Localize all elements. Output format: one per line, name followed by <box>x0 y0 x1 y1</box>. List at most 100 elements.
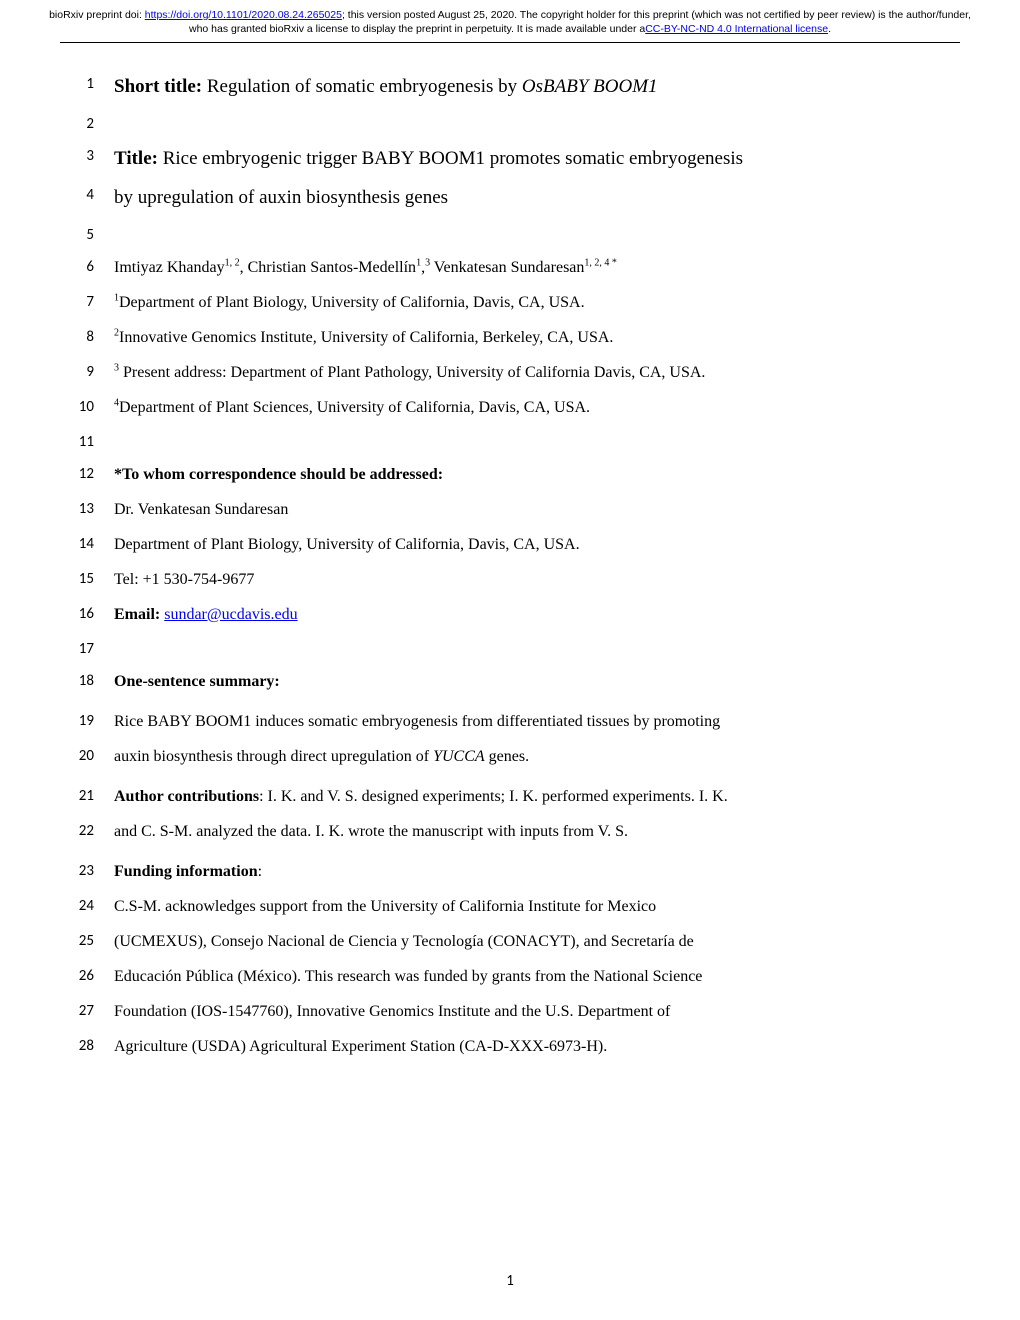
short-title-text: Regulation of somatic embryogenesis by <box>202 76 522 97</box>
contributions-line-2: and C. S-M. analyzed the data. I. K. wro… <box>94 820 920 844</box>
author-1-affil: 1, 2 <box>225 258 240 269</box>
line-number: 26 <box>58 965 94 985</box>
funding-colon: : <box>258 863 262 880</box>
line-number: 25 <box>58 930 94 950</box>
license-link[interactable]: CC-BY-NC-ND 4.0 International license <box>645 23 828 35</box>
author-3-affil: 1, 2, 4 * <box>584 258 617 269</box>
funding-line-5: Agriculture (USDA) Agricultural Experime… <box>94 1035 920 1059</box>
contributions-text: : I. K. and V. S. designed experiments; … <box>259 788 728 805</box>
line-12: 12 *To whom correspondence should be add… <box>58 463 920 487</box>
line-number: 27 <box>58 1000 94 1020</box>
line-number: 28 <box>58 1035 94 1055</box>
line-16: 16 Email: sundar@ucdavis.edu <box>58 603 920 627</box>
line-number: 11 <box>58 431 94 451</box>
short-title-label: Short title: <box>114 76 202 97</box>
line-number: 21 <box>58 785 94 805</box>
line-24: 24 C.S-M. acknowledges support from the … <box>58 895 920 919</box>
header-period: . <box>828 23 831 35</box>
preprint-header: bioRxiv preprint doi: https://doi.org/10… <box>0 0 1020 40</box>
line-10: 10 4Department of Plant Sciences, Univer… <box>58 396 920 420</box>
line-number: 19 <box>58 710 94 730</box>
line-27: 27 Foundation (IOS-1547760), Innovative … <box>58 1000 920 1024</box>
contributions-label: Author contributions <box>114 788 259 805</box>
email-link[interactable]: sundar@ucdavis.edu <box>164 606 297 623</box>
title-label: Title: <box>114 148 158 169</box>
affiliation-1: 1Department of Plant Biology, University… <box>94 291 920 315</box>
correspondence-label: *To whom correspondence should be addres… <box>94 463 920 487</box>
affiliation-2: 2Innovative Genomics Institute, Universi… <box>94 326 920 350</box>
line-number: 17 <box>58 638 94 658</box>
line-26: 26 Educación Pública (México). This rese… <box>58 965 920 989</box>
correspondence-email-line: Email: sundar@ucdavis.edu <box>94 603 920 627</box>
line-number: 14 <box>58 533 94 553</box>
line-number: 3 <box>58 145 94 165</box>
line-25: 25 (UCMEXUS), Consejo Nacional de Cienci… <box>58 930 920 954</box>
doi-link[interactable]: https://doi.org/10.1101/2020.08.24.26502… <box>145 9 342 21</box>
affil-text: Present address: Department of Plant Pat… <box>119 364 705 381</box>
one-sentence-summary-label: One-sentence summary: <box>94 670 920 694</box>
author-3: Venkatesan Sundaresan <box>430 259 584 276</box>
authors-line: Imtiyaz Khanday1, 2, Christian Santos-Me… <box>94 256 920 280</box>
correspondence-tel: Tel: +1 530-754-9677 <box>94 568 920 592</box>
doi-prefix: bioRxiv preprint doi: <box>49 9 145 21</box>
funding-label-line: Funding information: <box>94 860 920 884</box>
contributions-line-1: Author contributions: I. K. and V. S. de… <box>94 785 920 809</box>
line-number: 2 <box>58 113 94 133</box>
funding-line-2: (UCMEXUS), Consejo Nacional de Ciencia y… <box>94 930 920 954</box>
author-1: Imtiyaz Khanday <box>114 259 225 276</box>
line-1: 1 Short title: Regulation of somatic emb… <box>58 73 920 102</box>
line-21: 21 Author contributions: I. K. and V. S.… <box>58 785 920 809</box>
line-8: 8 2Innovative Genomics Institute, Univer… <box>58 326 920 350</box>
summary-line-2: auxin biosynthesis through direct upregu… <box>94 745 920 769</box>
line-number: 15 <box>58 568 94 588</box>
summary-text-b: genes. <box>485 748 529 765</box>
title-text: Rice embryogenic trigger BABY BOOM1 prom… <box>158 148 743 169</box>
email-label: Email: <box>114 606 164 623</box>
correspondence-dept: Department of Plant Biology, University … <box>94 533 920 557</box>
line-number: 18 <box>58 670 94 690</box>
line-4: 4 by upregulation of auxin biosynthesis … <box>58 184 920 213</box>
line-number: 7 <box>58 291 94 311</box>
line-5: 5 <box>58 224 920 245</box>
line-17: 17 <box>58 638 920 659</box>
summary-line-1: Rice BABY BOOM1 induces somatic embryoge… <box>94 710 920 734</box>
line-23: 23 Funding information: <box>58 860 920 884</box>
affil-text: Department of Plant Sciences, University… <box>119 399 590 416</box>
line-13: 13 Dr. Venkatesan Sundaresan <box>58 498 920 522</box>
line-18: 18 One-sentence summary: <box>58 670 920 694</box>
line-number: 4 <box>58 184 94 204</box>
summary-italic: YUCCA <box>433 748 485 765</box>
funding-line-1: C.S-M. acknowledges support from the Uni… <box>94 895 920 919</box>
line-number: 20 <box>58 745 94 765</box>
title-line-1: Title: Rice embryogenic trigger BABY BOO… <box>94 145 920 174</box>
summary-text-a: auxin biosynthesis through direct upregu… <box>114 748 433 765</box>
line-number: 5 <box>58 224 94 244</box>
line-number: 8 <box>58 326 94 346</box>
author-2: , Christian Santos-Medellín <box>240 259 416 276</box>
line-15: 15 Tel: +1 530-754-9677 <box>58 568 920 592</box>
manuscript-content: 1 Short title: Regulation of somatic emb… <box>0 43 1020 1059</box>
funding-line-4: Foundation (IOS-1547760), Innovative Gen… <box>94 1000 920 1024</box>
line-number: 24 <box>58 895 94 915</box>
line-7: 7 1Department of Plant Biology, Universi… <box>58 291 920 315</box>
affil-text: Innovative Genomics Institute, Universit… <box>119 329 613 346</box>
line-20: 20 auxin biosynthesis through direct upr… <box>58 745 920 769</box>
line-9: 9 3 Present address: Department of Plant… <box>58 361 920 385</box>
affiliation-3: 3 Present address: Department of Plant P… <box>94 361 920 385</box>
page-number: 1 <box>0 1272 1020 1290</box>
line-number: 6 <box>58 256 94 276</box>
line-number: 13 <box>58 498 94 518</box>
short-title-italic: OsBABY BOOM1 <box>522 76 658 97</box>
correspondence-name: Dr. Venkatesan Sundaresan <box>94 498 920 522</box>
line-number: 22 <box>58 820 94 840</box>
line-3: 3 Title: Rice embryogenic trigger BABY B… <box>58 145 920 174</box>
short-title-line: Short title: Regulation of somatic embry… <box>94 73 920 102</box>
affiliation-4: 4Department of Plant Sciences, Universit… <box>94 396 920 420</box>
line-11: 11 <box>58 431 920 452</box>
funding-line-3: Educación Pública (México). This researc… <box>94 965 920 989</box>
line-number: 16 <box>58 603 94 623</box>
line-number: 1 <box>58 73 94 93</box>
line-6: 6 Imtiyaz Khanday1, 2, Christian Santos-… <box>58 256 920 280</box>
funding-label: Funding information <box>114 863 258 880</box>
line-number: 9 <box>58 361 94 381</box>
